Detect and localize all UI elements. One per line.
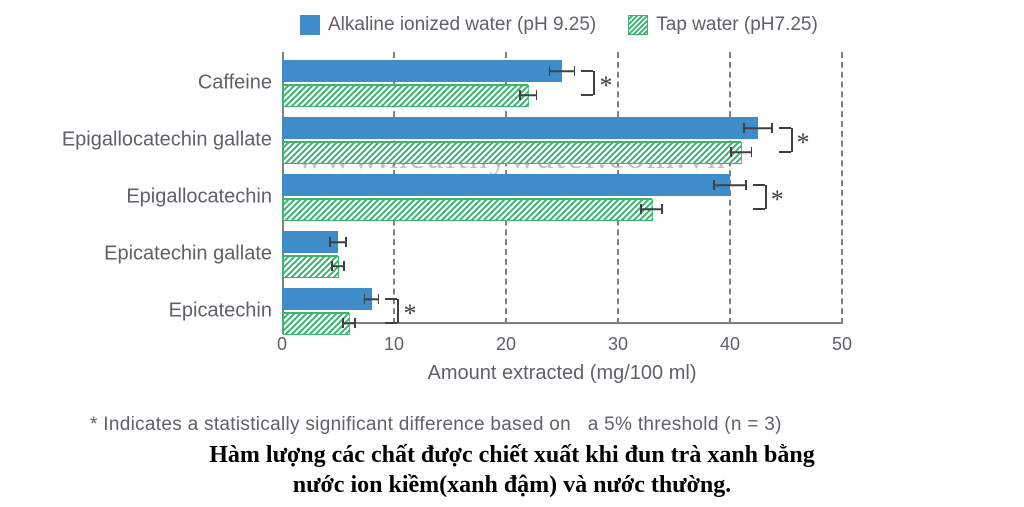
significance-star: * <box>771 185 784 215</box>
xtick-label: 10 <box>384 334 404 355</box>
legend-item-alkaline: Alkaline ionized water (pH 9.25) <box>300 14 596 36</box>
significance-star: * <box>797 128 810 158</box>
axis-x <box>282 322 842 324</box>
bar-alkaline <box>282 288 372 310</box>
caption-line-1: Hàm lượng các chất được chiết xuất khi đ… <box>209 442 814 468</box>
bar-tap <box>282 84 528 106</box>
legend-label-tap: Tap water (pH7.25) <box>656 14 818 36</box>
xtick-label: 20 <box>496 334 516 355</box>
category-label: Epicatechin <box>169 300 272 323</box>
bar-alkaline <box>282 60 562 82</box>
significance-star: * <box>403 299 416 329</box>
xtick-label: 30 <box>608 334 628 355</box>
bar-tap <box>282 141 741 163</box>
significance-bracket <box>753 185 767 209</box>
gridline <box>841 52 843 324</box>
legend-swatch-alkaline <box>300 15 320 35</box>
significance-bracket <box>779 128 793 152</box>
bar-tap <box>282 312 349 334</box>
figure: www.healthywater.com.vn Alkaline ionized… <box>0 0 1024 507</box>
axis-x-label: Amount extracted (mg/100 ml) <box>428 362 697 385</box>
significance-star: * <box>599 71 612 101</box>
caption-line-2: nước ion kiềm(xanh đậm) và nước thường. <box>293 472 731 498</box>
bar-tap <box>282 198 652 220</box>
footnote: * Indicates a statistically significant … <box>90 414 782 436</box>
legend-item-tap: Tap water (pH7.25) <box>628 14 818 36</box>
caption: Hàm lượng các chất được chiết xuất khi đ… <box>0 440 1024 500</box>
legend-swatch-tap <box>628 15 648 35</box>
significance-bracket <box>385 299 399 323</box>
xtick-label: 40 <box>720 334 740 355</box>
xtick-label: 50 <box>832 334 852 355</box>
plot-area: Amount extracted (mg/100 ml) 01020304050… <box>282 52 842 324</box>
significance-bracket <box>581 71 595 95</box>
category-label: Epigallocatechin gallate <box>62 129 272 152</box>
category-label: Epigallocatechin <box>126 186 272 209</box>
legend-label-alkaline: Alkaline ionized water (pH 9.25) <box>328 14 596 36</box>
bar-alkaline <box>282 174 730 196</box>
bar-alkaline <box>282 117 758 139</box>
category-label: Epicatechin gallate <box>104 243 272 266</box>
xtick-label: 0 <box>277 334 287 355</box>
legend: Alkaline ionized water (pH 9.25) Tap wat… <box>300 14 818 36</box>
bar-tap <box>282 255 338 277</box>
category-label: Caffeine <box>198 72 272 95</box>
